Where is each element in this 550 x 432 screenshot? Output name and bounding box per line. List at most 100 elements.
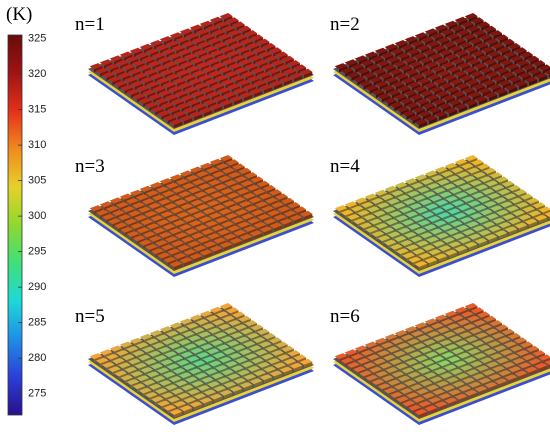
block-top	[383, 206, 396, 213]
block-side	[134, 373, 144, 380]
block-top	[119, 51, 133, 58]
block-side	[177, 113, 187, 120]
block-top	[129, 337, 143, 344]
block-top	[410, 182, 424, 189]
block-top	[283, 358, 297, 365]
block-top	[407, 48, 420, 55]
block-top	[219, 303, 233, 310]
block-top	[443, 216, 457, 223]
block-side	[251, 368, 260, 375]
block-top	[268, 189, 282, 196]
block-top	[182, 363, 196, 370]
block-top	[169, 174, 183, 181]
block-top	[176, 211, 190, 218]
block-side	[469, 16, 478, 23]
block-side	[94, 356, 103, 363]
block-top	[279, 218, 293, 225]
block-top	[434, 166, 448, 173]
block-side	[439, 60, 449, 67]
block-top	[497, 336, 511, 343]
block-top	[476, 365, 489, 372]
block-top	[228, 171, 241, 178]
block-top	[202, 323, 215, 330]
block-side	[496, 220, 505, 227]
block-top	[120, 374, 134, 381]
block-top	[183, 248, 197, 255]
block-top	[370, 345, 384, 352]
block-side	[156, 345, 165, 352]
block-top	[102, 361, 115, 368]
block-side	[402, 378, 411, 385]
block-top	[219, 13, 233, 20]
block-top	[162, 338, 175, 345]
thermal-plot	[88, 303, 314, 425]
block-top	[423, 339, 436, 346]
block-side	[421, 189, 430, 196]
block-top	[347, 213, 360, 220]
block-top	[212, 29, 225, 36]
block-top	[240, 38, 254, 45]
block-top	[192, 179, 205, 186]
block-top	[245, 205, 258, 212]
block-top	[364, 51, 378, 58]
block-top	[112, 357, 125, 364]
block-top	[429, 53, 442, 60]
block-top	[237, 79, 250, 86]
block-side	[492, 228, 502, 235]
block-top	[210, 49, 224, 56]
block-top	[434, 24, 448, 31]
block-top	[209, 245, 223, 252]
block-side	[253, 381, 263, 388]
block-top	[437, 212, 451, 219]
block-top	[381, 85, 395, 92]
block-top	[125, 345, 139, 352]
block-side	[257, 224, 267, 231]
block-side	[428, 260, 438, 267]
block-top	[228, 204, 242, 211]
block-side	[502, 49, 511, 56]
block-top	[423, 372, 437, 379]
block-top	[353, 218, 366, 225]
block-side	[538, 365, 548, 372]
block-top	[162, 371, 176, 378]
block-side	[154, 43, 163, 50]
block-side	[426, 247, 435, 254]
block-top	[145, 190, 159, 197]
block-top	[135, 194, 149, 201]
block-top	[108, 366, 121, 373]
block-side	[442, 106, 452, 113]
block-side	[224, 16, 233, 23]
block-top	[232, 196, 246, 203]
block-side	[194, 350, 204, 357]
block-top	[426, 236, 439, 243]
block-side	[197, 396, 207, 403]
block-side	[459, 309, 468, 316]
block-top	[473, 352, 487, 359]
block-top	[481, 188, 495, 195]
block-top	[253, 79, 267, 86]
block-top	[263, 218, 277, 225]
block-top	[510, 345, 523, 352]
block-side	[207, 69, 216, 76]
block-top	[165, 40, 179, 47]
block-side	[185, 387, 194, 394]
block-top	[453, 212, 467, 219]
block-top	[156, 77, 170, 84]
block-top	[185, 228, 198, 235]
block-side	[183, 260, 193, 267]
block-top	[381, 375, 395, 382]
block-side	[429, 321, 438, 328]
block-side	[508, 377, 518, 384]
block-top	[178, 82, 192, 89]
block-side	[208, 338, 217, 345]
block-top	[363, 214, 376, 221]
block-top	[470, 159, 484, 166]
block-side	[177, 222, 186, 229]
block-top	[384, 333, 398, 340]
block-side	[371, 357, 380, 364]
block-side	[477, 32, 486, 39]
block-top	[446, 86, 459, 93]
block-top	[249, 378, 263, 385]
block-top	[238, 25, 251, 32]
block-top	[204, 335, 217, 342]
